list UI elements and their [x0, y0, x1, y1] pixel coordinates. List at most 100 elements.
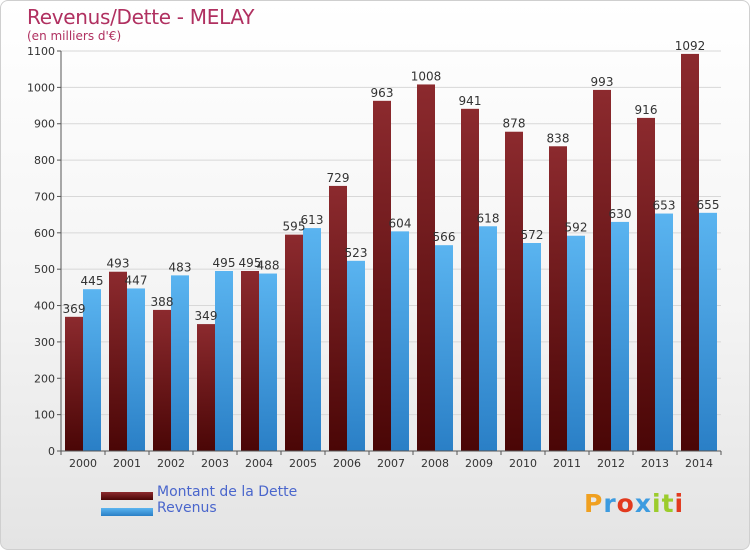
- data-label-debt: 941: [459, 94, 482, 108]
- data-label-debt: 916: [635, 103, 658, 117]
- chart-title: Revenus/Dette - MELAY: [27, 5, 255, 29]
- x-tick-label: 2007: [377, 457, 405, 470]
- y-tick-label: 400: [34, 300, 55, 313]
- x-tick-label: 2008: [421, 457, 449, 470]
- bar-debt: [65, 316, 83, 451]
- y-tick-label: 0: [48, 445, 55, 458]
- data-label-revenus: 572: [521, 228, 544, 242]
- x-tick-label: 2011: [553, 457, 581, 470]
- bar-revenus: [171, 275, 189, 451]
- bar-revenus: [259, 273, 277, 451]
- x-tick-label: 2002: [157, 457, 185, 470]
- data-label-debt: 1092: [675, 39, 706, 53]
- data-label-debt: 963: [371, 86, 394, 100]
- y-tick-label: 900: [34, 118, 55, 131]
- y-tick-label: 800: [34, 154, 55, 167]
- legend-swatch-revenus: [101, 508, 153, 516]
- data-label-revenus: 604: [389, 216, 412, 230]
- bar-revenus: [347, 260, 365, 451]
- x-tick-label: 2003: [201, 457, 229, 470]
- data-label-revenus: 566: [433, 230, 456, 244]
- bar-debt: [461, 108, 479, 452]
- data-label-revenus: 447: [125, 273, 148, 287]
- bar-revenus: [611, 221, 629, 451]
- data-label-revenus: 655: [697, 198, 720, 212]
- y-tick-label: 100: [34, 409, 55, 422]
- x-tick-label: 2012: [597, 457, 625, 470]
- bar-revenus: [567, 235, 585, 451]
- data-label-debt: 838: [547, 131, 570, 145]
- data-label-revenus: 653: [653, 199, 676, 213]
- data-label-debt: 878: [503, 117, 526, 131]
- bar-debt: [505, 131, 523, 451]
- chart-subtitle: (en milliers d'€): [27, 29, 122, 43]
- legend-label-debt: Montant de la Dette: [157, 484, 298, 500]
- x-tick-label: 2001: [113, 457, 141, 470]
- data-label-debt: 495: [239, 256, 262, 270]
- x-tick-label: 2014: [685, 457, 713, 470]
- bar-debt: [681, 53, 699, 452]
- bar-debt: [153, 309, 171, 451]
- bar-debt: [373, 100, 391, 452]
- bar-revenus: [655, 213, 673, 451]
- data-label-debt: 729: [327, 171, 350, 185]
- data-label-debt: 1008: [411, 69, 442, 83]
- logo-letter: i: [652, 489, 662, 518]
- data-label-debt: 993: [591, 75, 614, 89]
- data-label-debt: 369: [63, 302, 86, 316]
- y-tick-label: 1000: [27, 81, 55, 94]
- bar-revenus: [303, 228, 321, 451]
- x-tick-label: 2013: [641, 457, 669, 470]
- data-label-revenus: 592: [565, 221, 588, 235]
- data-label-revenus: 483: [169, 260, 192, 274]
- bar-revenus: [435, 245, 453, 451]
- x-tick-label: 2009: [465, 457, 493, 470]
- bar-debt: [197, 324, 215, 451]
- data-label-debt: 595: [283, 220, 306, 234]
- logo-letter: r: [603, 489, 617, 518]
- proxiti-logo: Proxiti: [584, 489, 684, 518]
- bar-revenus: [127, 288, 145, 451]
- x-tick-label: 2000: [69, 457, 97, 470]
- y-tick-label: 700: [34, 190, 55, 203]
- data-label-revenus: 495: [213, 256, 236, 270]
- bar-revenus: [83, 289, 101, 451]
- data-label-debt: 349: [195, 309, 218, 323]
- y-tick-label: 300: [34, 336, 55, 349]
- logo-letter: P: [584, 489, 604, 518]
- bar-debt: [329, 185, 347, 451]
- data-label-debt: 388: [151, 295, 174, 309]
- bar-debt: [549, 146, 567, 452]
- x-tick-label: 2004: [245, 457, 273, 470]
- legend-swatch-debt: [101, 492, 153, 500]
- bar-debt: [109, 271, 127, 451]
- y-tick-label: 600: [34, 227, 55, 240]
- data-label-revenus: 445: [81, 274, 104, 288]
- data-label-revenus: 630: [609, 207, 632, 221]
- legend-label-revenus: Revenus: [157, 500, 217, 516]
- data-label-revenus: 488: [257, 259, 280, 273]
- x-tick-label: 2010: [509, 457, 537, 470]
- bar-debt: [241, 271, 259, 451]
- bar-revenus: [523, 243, 541, 451]
- data-label-revenus: 618: [477, 211, 500, 225]
- bar-revenus: [391, 231, 409, 451]
- bar-revenus: [479, 226, 497, 451]
- logo-letter: x: [634, 489, 652, 518]
- data-label-revenus: 613: [301, 213, 324, 227]
- logo-letter: t: [661, 489, 675, 518]
- y-tick-label: 500: [34, 263, 55, 276]
- y-tick-label: 1100: [27, 45, 55, 58]
- x-tick-label: 2006: [333, 457, 361, 470]
- data-label-revenus: 523: [345, 246, 368, 260]
- y-tick-label: 200: [34, 372, 55, 385]
- bar-revenus: [215, 271, 233, 451]
- x-tick-label: 2005: [289, 457, 317, 470]
- logo-letter: i: [674, 489, 685, 518]
- bar-debt: [637, 117, 655, 451]
- logo-letter: o: [616, 489, 635, 518]
- bar-debt: [593, 89, 611, 451]
- data-label-debt: 493: [107, 257, 130, 271]
